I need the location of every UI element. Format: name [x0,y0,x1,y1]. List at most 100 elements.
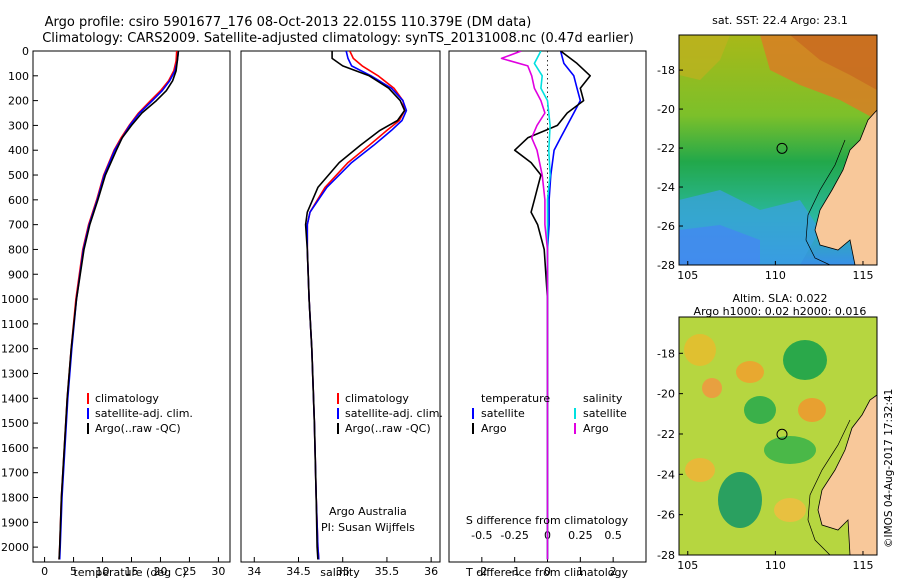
x-tick-label: 34 [247,565,261,578]
depth-tick-label: 700 [8,219,29,232]
depth-tick-label: 1400 [1,392,29,405]
series-line-argo-raw-qc- [304,51,406,560]
sla-map-title-1: Altim. SLA: 0.022 [732,292,827,305]
sla-high-anomaly-6 [774,498,806,522]
sla-profile-location-marker [776,428,788,440]
lat-tick-label: -20 [657,388,675,401]
sla-low-anomaly-1 [783,340,827,380]
depth-tick-label: 1700 [1,467,29,480]
sla-low-anomaly-2 [744,396,776,424]
depth-tick-label: 1900 [1,516,29,529]
depth-tick-label: 1000 [1,293,29,306]
sst-profile-location-marker [776,142,788,154]
sst-warmest-region [790,35,877,90]
sla-high-anomaly-1 [684,334,716,366]
lon-tick-label: 110 [765,559,786,572]
sla-map: Altim. SLA: 0.022 Argo h1000: 0.02 h2000… [657,292,878,572]
sst-map-frame [678,34,878,266]
legend-label-satellite-2: satellite-adj. clim. [345,407,443,420]
depth-tick-label: 1600 [1,442,29,455]
sla-bathymetry-contour [807,419,851,555]
depth-tick-label: 600 [8,194,29,207]
sla-high-anomaly-4 [798,398,826,422]
temperature-xlabel: temperature (deg C) [73,566,186,579]
sla-high-anomaly-3 [702,378,722,398]
sla-map-field [679,317,877,555]
series-line-temperature-argo [513,51,592,560]
x-tick-label: 25 [182,565,196,578]
lat-tick-label: -24 [657,468,675,481]
depth-tick-label: 1300 [1,367,29,380]
sst-map-axes: 105 110 115 -18 -20 -22 -24 -26 -28 [657,64,873,282]
t-diff-tick-label: -2 [476,565,487,578]
legend-label-temp-satellite: satellite [481,407,525,420]
x-tick-label: 20 [153,565,167,578]
temperature-x-axis: 0 5 10 15 20 25 30 [41,557,225,578]
s-diff-tick-label: 0.25 [568,529,593,542]
sla-map-title-2: Argo h1000: 0.02 h2000: 0.016 [694,305,867,318]
s-diff-tick-label: 0.5 [604,529,622,542]
argo-credit-line-1: Argo Australia [329,505,407,518]
lat-tick-label: -20 [657,103,675,116]
depth-tick-label: 2000 [1,541,29,554]
series-line-salinity-argo [500,51,549,560]
lat-tick-label: -26 [657,509,675,522]
depth-tick-label: 0 [22,45,29,58]
legend-label-argo: Argo(..raw -QC) [95,422,181,435]
t-difference-label: T difference from climatology [465,566,628,579]
s-diff-tick-label: -0.5 [471,529,492,542]
depth-tick-label: 1200 [1,343,29,356]
x-tick-label: 35.5 [375,565,400,578]
depth-tick-label: 800 [8,243,29,256]
sst-map-title: sat. SST: 22.4 Argo: 23.1 [712,14,848,27]
temperature-panel: 0100200300400500600700800900100011001200… [1,45,231,579]
sla-land-australia [817,394,877,555]
s-difference-label: S difference from climatology [466,514,629,527]
difference-panel: -2 -1 0 1 2-0.5 -0.25 0 0.25 0.5 S difference fr… [448,50,647,579]
lat-tick-label: -18 [657,64,675,77]
x-tick-label: 34.5 [286,565,311,578]
lat-tick-label: -24 [657,181,675,194]
difference-x-axis: -2 -1 0 1 2-0.5 -0.25 0 0.25 0.5 [471,529,622,578]
depth-tick-label: 1100 [1,318,29,331]
sst-bathymetry-contour [805,139,846,265]
lon-tick-label: 105 [677,269,698,282]
legend-diff-salinity-head: salinity [583,392,623,405]
lon-tick-label: 110 [765,269,786,282]
sla-map-axes: 105 110 115 -18 -20 -22 -24 -26 -28 [657,347,873,572]
lat-tick-label: -28 [657,549,675,562]
header-line-1: Argo profile: csiro 5901677_176 08-Oct-2… [45,15,532,30]
depth-tick-label: 300 [8,119,29,132]
lon-tick-label: 115 [852,559,873,572]
salinity-legend: climatology satellite-adj. clim. Argo(..… [337,392,443,435]
sla-high-anomaly-2 [736,361,764,383]
lat-tick-label: -22 [657,142,675,155]
salinity-series [304,51,408,560]
temperature-panel-frame [32,50,231,563]
difference-series [500,51,592,560]
temperature-legend: climatology satellite-adj. clim. Argo(..… [87,392,193,435]
temperature-series [58,51,180,560]
t-diff-tick-label: 0 [544,565,551,578]
x-tick-label: 35 [336,565,350,578]
depth-tick-label: 1800 [1,492,29,505]
sst-map-field [679,35,877,265]
lat-tick-label: -18 [657,347,675,360]
lat-tick-label: -22 [657,428,675,441]
x-tick-label: 15 [125,565,139,578]
sst-land-australia [814,109,877,265]
sla-high-anomaly-5 [685,458,715,482]
x-tick-label: 5 [70,565,77,578]
depth-axis: 0 100 200 300 400 500 600 700 800 900 1000 1100 1200… [1,45,38,554]
legend-label-sal-argo: Argo [583,422,609,435]
sla-low-anomaly-3 [718,472,762,528]
sst-map: sat. SST: 22.4 Argo: 23.1 105 110 115 -18 -2… [657,14,878,282]
lat-tick-label: -28 [657,259,675,272]
depth-tick-label: 500 [8,169,29,182]
legend-label-sal-satellite: satellite [583,407,627,420]
argo-credit-line-2: PI: Susan Wijffels [321,521,415,534]
depth-tick-label: 900 [8,268,29,281]
legend-label-temp-argo: Argo [481,422,507,435]
legend-label-climatology: climatology [95,392,159,405]
